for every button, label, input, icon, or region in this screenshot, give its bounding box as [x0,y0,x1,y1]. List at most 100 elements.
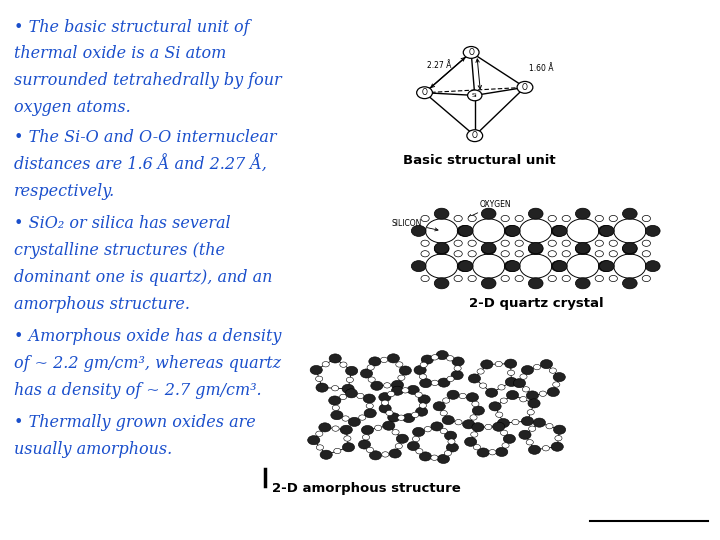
Circle shape [472,254,505,278]
Text: • The Si-O and O-O internuclear: • The Si-O and O-O internuclear [14,129,276,146]
Circle shape [446,443,459,452]
Circle shape [505,225,520,237]
Circle shape [454,275,462,281]
Circle shape [411,225,426,237]
Circle shape [505,359,517,368]
Circle shape [504,225,519,237]
Circle shape [504,261,519,272]
Text: • The basic structural unit of: • The basic structural unit of [14,18,250,36]
Circle shape [467,393,479,402]
Circle shape [505,261,520,272]
Circle shape [434,278,449,289]
Circle shape [421,240,429,246]
Circle shape [609,240,618,246]
Circle shape [506,390,518,400]
Circle shape [515,215,523,221]
Circle shape [457,225,472,237]
Circle shape [552,225,566,237]
Circle shape [495,447,508,456]
Circle shape [468,215,476,221]
Circle shape [392,429,399,435]
Circle shape [424,427,431,432]
Circle shape [402,388,409,393]
Circle shape [642,215,650,221]
Circle shape [485,388,498,397]
Circle shape [527,409,534,415]
Circle shape [555,436,562,441]
Circle shape [413,427,425,436]
Text: O: O [468,48,474,57]
Circle shape [340,362,347,367]
Polygon shape [385,390,424,418]
Circle shape [420,362,427,368]
Circle shape [307,436,320,445]
Circle shape [472,423,484,432]
Circle shape [548,251,557,257]
Circle shape [316,445,323,450]
Circle shape [502,443,509,448]
Text: O: O [472,131,477,140]
Circle shape [609,251,618,257]
Circle shape [513,379,526,388]
Circle shape [600,225,614,237]
Circle shape [520,219,552,243]
Circle shape [415,449,423,454]
Text: oxygen atoms.: oxygen atoms. [14,99,131,116]
Circle shape [421,355,433,364]
Circle shape [411,261,426,272]
Circle shape [575,278,590,289]
Circle shape [549,368,557,373]
Text: Basic structural unit: Basic structural unit [403,154,556,167]
Circle shape [598,225,613,237]
Circle shape [442,415,454,424]
Circle shape [500,430,508,435]
Circle shape [467,130,482,141]
Circle shape [464,437,477,447]
Circle shape [521,366,534,375]
Circle shape [437,454,449,463]
Text: usually amorphous.: usually amorphous. [14,441,173,458]
Circle shape [609,215,618,221]
Circle shape [382,452,389,457]
Polygon shape [413,427,452,459]
Circle shape [609,275,618,281]
Circle shape [471,432,478,437]
Circle shape [414,366,426,375]
Circle shape [440,428,447,434]
Circle shape [501,251,509,257]
Circle shape [520,396,527,402]
Circle shape [528,242,543,254]
Circle shape [454,251,462,257]
Circle shape [489,449,496,455]
Circle shape [444,431,456,440]
Circle shape [472,401,479,407]
Circle shape [415,392,422,397]
Circle shape [623,244,637,254]
Circle shape [426,254,458,278]
Circle shape [459,393,467,399]
Circle shape [539,391,546,396]
Text: 2.27 Å: 2.27 Å [427,62,451,70]
Circle shape [534,364,541,370]
Circle shape [452,357,464,366]
Polygon shape [335,393,370,422]
Circle shape [438,378,450,387]
Circle shape [613,254,646,278]
Circle shape [359,440,371,449]
Circle shape [598,261,613,272]
Circle shape [319,423,331,432]
Circle shape [495,361,503,367]
Circle shape [356,393,364,399]
Circle shape [346,389,358,398]
Circle shape [562,251,570,257]
Circle shape [417,87,433,99]
Circle shape [387,354,400,363]
Circle shape [316,383,328,392]
Circle shape [595,240,603,246]
Circle shape [398,375,405,381]
Polygon shape [525,423,559,450]
Circle shape [396,434,408,443]
Text: 2-D amorphous structure: 2-D amorphous structure [271,482,461,495]
Circle shape [468,240,476,246]
Circle shape [498,384,505,390]
